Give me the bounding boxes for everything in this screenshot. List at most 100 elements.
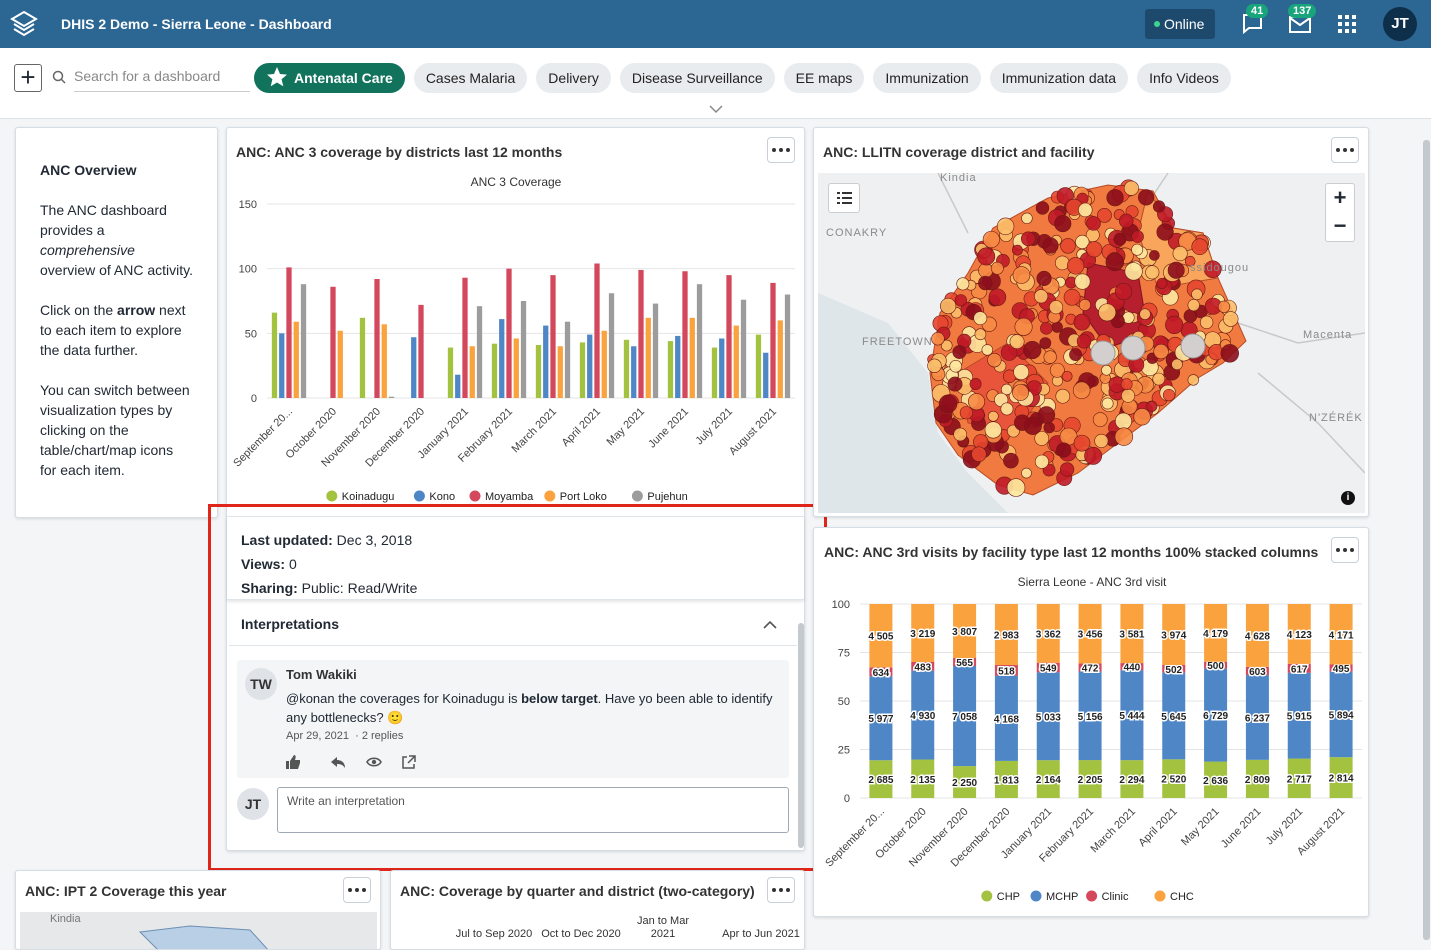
legend-swatch [469,490,481,502]
logo[interactable] [10,10,38,38]
value-label: 6 237 [1245,713,1270,724]
bar [535,344,542,398]
facility-dot [996,217,1015,236]
paragraph: The ANC dashboard provides a comprehensi… [40,200,193,280]
x-tick-label: April 2021 [560,406,604,450]
item-menu[interactable] [343,877,371,903]
facility-dot [1133,408,1151,426]
item-menu[interactable] [767,877,795,903]
facility-dot [1086,216,1101,231]
bar [652,303,659,398]
text-run: comprehensive [40,242,135,258]
bar [667,341,674,398]
value-label: 5 977 [868,714,893,725]
x-tick-label: May 2021 [604,406,647,449]
facility-dot [1123,180,1139,196]
facility-dot [1223,311,1239,327]
item-menu[interactable] [767,137,795,163]
x-tick-label: July 2021 [693,406,735,448]
author-avatar: TW [245,668,277,700]
search-input[interactable]: Search for a dashboard [74,68,250,92]
value-label: 3 456 [1078,630,1103,641]
user-avatar[interactable]: JT [1383,7,1417,41]
legend-label: Pujehun [647,491,687,503]
dashboard-chip[interactable]: Info Videos [1137,63,1231,93]
bar-segment [1036,662,1060,673]
dashboard-chip[interactable]: Cases Malaria [413,63,528,93]
bar-segment [1120,663,1144,671]
dashboard-chip[interactable]: Immunization data [989,63,1129,93]
item-menu[interactable] [1331,137,1359,163]
add-dashboard[interactable]: + [14,64,42,92]
bar-segment [1204,761,1228,798]
bar-segment [1078,663,1102,672]
info-value: Public: Read/Write [301,580,418,596]
item-menu[interactable] [1331,537,1359,563]
interpretation-meta: Apr 29, 2021 · 2 replies [286,730,404,742]
bar [469,346,475,398]
star-icon [267,67,287,87]
ipt2-panel: ANC: IPT 2 Coverage this year Kindia [15,870,381,950]
dashboard-chip[interactable]: Immunization [873,63,981,93]
facility-dot [1049,300,1064,315]
facility-dot [1146,400,1158,412]
y-tick-label: 0 [251,393,257,405]
dashboard-chip[interactable]: Antenatal Care [254,63,405,93]
facility-dot [931,331,945,346]
facility-dot [973,311,988,326]
interpretation-input[interactable]: Write an interpretation [277,787,789,833]
text-run: below target [521,691,598,706]
interpretations-header[interactable]: Interpretations [229,606,797,646]
facility-dot [1191,288,1203,301]
text-run: The ANC dashboard provides a [40,202,167,238]
value-label: 4 505 [868,632,893,643]
value-label: 2 294 [1119,775,1144,786]
online-status[interactable]: Online [1145,9,1215,39]
x-tick-label: April 2021 [1136,806,1180,850]
replies[interactable]: 2 replies [361,730,404,742]
y-tick-label: 100 [239,264,257,276]
bar-segment [911,604,935,662]
item-title: ANC: ANC 3 coverage by districts last 12… [236,144,563,160]
value-label: 2 164 [1036,775,1061,786]
info-icon[interactable]: i [1341,491,1355,505]
legend-toggle[interactable] [828,183,860,213]
value-label: 4 123 [1287,630,1312,641]
facility-dot [1086,241,1103,258]
expand-chevron[interactable] [709,105,723,114]
value-label: 4 179 [1203,629,1228,640]
bar-segment [869,676,893,761]
dashboard-chip[interactable]: EE maps [783,63,865,93]
facility-dot [1101,364,1112,376]
value-label: 549 [1040,664,1057,675]
bar [711,347,718,398]
bar-segment [953,657,977,667]
overview-title: ANC Overview [40,162,137,178]
dashboard-bar: + Search for a dashboard Antenatal Care C… [0,48,1431,119]
bar-segment [1162,664,1186,673]
interpretation-text: @konan the coverages for Koinadugu is be… [286,689,776,727]
interpretation-actions[interactable] [285,754,435,770]
bar-segment [1329,757,1353,798]
facility-dot [1009,334,1025,350]
value-label: 500 [1207,661,1224,672]
scrollbar[interactable] [798,623,804,848]
value-label: 617 [1291,664,1308,675]
collapse-chevron[interactable] [763,620,777,629]
bar [733,325,739,398]
y-tick-label: 0 [844,793,850,805]
dashboard-chip[interactable]: Delivery [536,63,611,93]
legend-label: CHC [1170,891,1194,903]
facility-dot [1097,207,1112,223]
bar [726,275,732,398]
zoom-control[interactable]: + − [1325,183,1355,242]
apps-icon[interactable] [1338,15,1356,33]
page-scrollbar[interactable] [1423,140,1430,940]
bar [564,321,571,398]
bar-segment [1287,604,1311,664]
facility-dot [1120,378,1133,391]
text-run: arrow [117,302,156,318]
facility-dot [1074,273,1091,290]
dashboard-chip[interactable]: Disease Surveillance [619,63,775,93]
